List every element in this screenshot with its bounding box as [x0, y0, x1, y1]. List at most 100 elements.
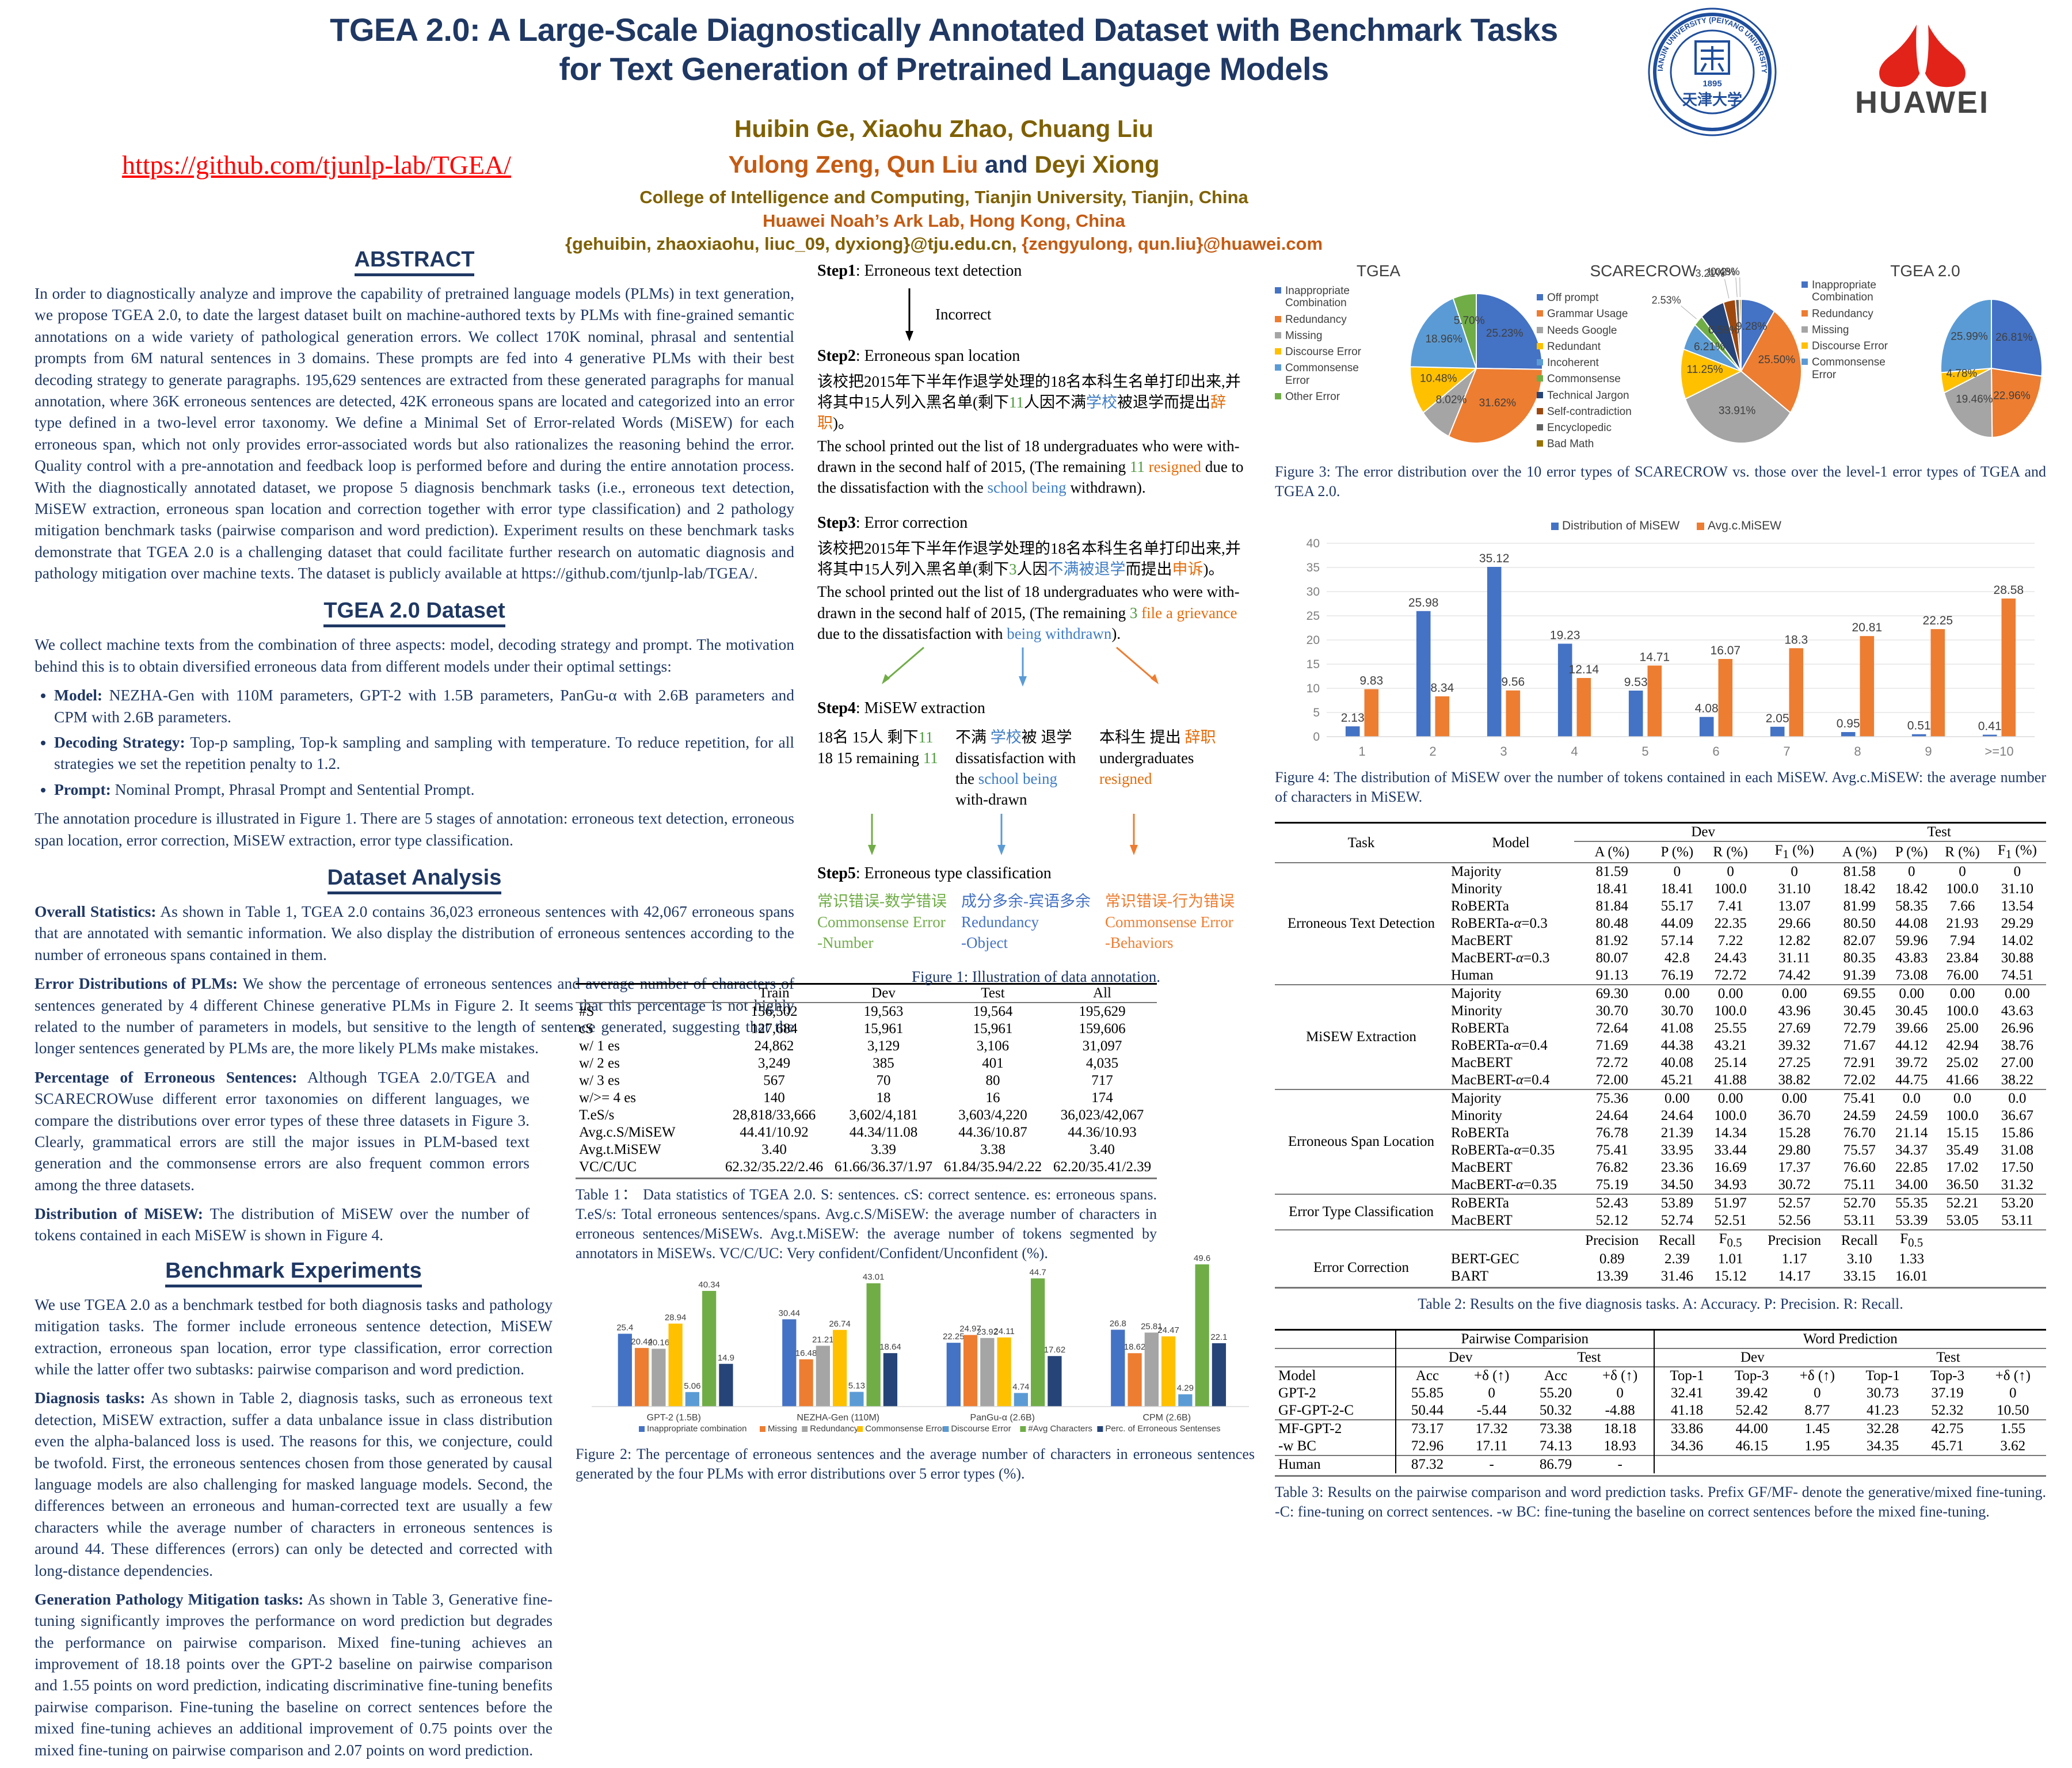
table2-cell: 69.30	[1574, 984, 1650, 1003]
bar	[1416, 611, 1431, 737]
bar-value-label: 22.25	[943, 1332, 965, 1342]
table-row: MacBERT 52.12 52.74 52.51 52.56 53.11 53.39 53.…	[1275, 1212, 2046, 1230]
table1-caption: Table 1： Data statistics of TGEA 2.0. S:…	[576, 1186, 1157, 1262]
table3-cell	[1784, 1455, 1851, 1474]
table2-cell: 0.00	[1988, 984, 2046, 1003]
table-row: w/ 3 es 567 70 80 717	[576, 1072, 1157, 1089]
table1-header-cell: All	[1048, 983, 1157, 1003]
table2-cell: 24.59	[1843, 1108, 1876, 1124]
table1-cell: cS	[579, 1021, 593, 1037]
legend-label: #Avg Characters	[1028, 1424, 1092, 1434]
table3-cell: 52.42	[1735, 1403, 1768, 1419]
pie-legend-1: Off prompt Grammar Usage Needs Google Redun…	[1537, 292, 1632, 455]
table2-cell: 52.57	[1756, 1194, 1833, 1213]
table2-cell: 76.70	[1843, 1125, 1876, 1141]
figure1-step3-chinese: 该校把2015年下半年作退学处理的18名本科生名单打印出来,并 将其中15人列入…	[817, 540, 1241, 578]
legend-swatch-icon	[1275, 364, 1281, 371]
bar	[980, 1338, 995, 1407]
legend-swatch-icon	[1801, 359, 1808, 365]
table-row: MacBERT-α=0.3 80.07 42.8 24.43 31.11 80.35 43.…	[1275, 950, 2046, 967]
table2-model-label: MacBERT-α=0.35	[1451, 1177, 1557, 1193]
x-axis-tick: 1	[1358, 744, 1365, 759]
table2-cell: 15.15	[1946, 1125, 1979, 1141]
table-row: Minority 30.70 30.70 100.0 43.96 30.45 30.45 10…	[1275, 1003, 2046, 1020]
github-link[interactable]: https://github.com/tjunlp-lab/TGEA/	[122, 150, 511, 180]
table2-cell: 81.84	[1595, 898, 1628, 915]
legend-label: Avg.c.MiSEW	[1708, 519, 1781, 532]
table2-cell: 23.36	[1660, 1160, 1693, 1176]
pie-slice-label: 0.48%	[1711, 266, 1740, 277]
table1-cell: 44.36/10.93	[1068, 1125, 1137, 1140]
table2-cell: 72.64	[1595, 1020, 1628, 1037]
table3-colheader: +δ (↑)	[1784, 1366, 1851, 1385]
table2-cell: 52.56	[1778, 1213, 1811, 1229]
table2-cell: 23.84	[1946, 950, 1979, 966]
table2-cell: 39.66	[1895, 1020, 1928, 1037]
table3-cell: 0	[1488, 1385, 1495, 1401]
table2-cell: 100.0	[1946, 1108, 1979, 1124]
x-axis-tick: GPT-2 (1.5B)	[647, 1413, 701, 1423]
table1-cell: 31,097	[1082, 1038, 1122, 1054]
table2-cell: 72.79	[1843, 1020, 1876, 1037]
table2-cell: 30.45	[1895, 1003, 1928, 1019]
table3-cell: 46.15	[1735, 1438, 1768, 1454]
table-row: T.eS/s 28,818/33,666 3,602/4,181 3,603/4,22…	[576, 1107, 1157, 1124]
legend-item: Self-contradiction	[1537, 406, 1632, 418]
authors-line-2: Yulong Zeng, Qun Liu and Deyi Xiong	[276, 151, 1612, 178]
pie-slice-label: 22.96%	[1993, 390, 2031, 402]
table1-cell: w/ 1 es	[579, 1038, 620, 1054]
table1-cell: 385	[873, 1056, 894, 1071]
table2-cell: 0.00	[1756, 984, 1833, 1003]
tianjin-university-logo-icon: TIANJIN UNIVERSITY (PEIYANG UNIVERSITY) …	[1646, 6, 1777, 136]
mitigation-results-table: Pairwise Comparision Word Prediction Dev Te…	[1275, 1329, 2046, 1477]
table2-cell: 25.14	[1714, 1055, 1747, 1071]
list-item: Prompt: Nominal Prompt, Phrasal Prompt a…	[54, 779, 794, 800]
table1-cell: 19,563	[829, 1002, 938, 1020]
misew-group-1: 18名 15人 剩下11 18 15 remaining 11	[817, 727, 955, 810]
table1-cell: 15,961	[863, 1021, 904, 1037]
table-row: MacBERT-α=0.35 75.19 34.50 34.93 30.72 75.11 3…	[1275, 1176, 2046, 1194]
x-axis-tick: CPM (2.6B)	[1142, 1413, 1191, 1423]
legend-swatch-icon	[760, 1426, 765, 1432]
table1-cell: 3.39	[871, 1142, 896, 1157]
table1-cell: 567	[763, 1073, 785, 1088]
table2-cell: 44.38	[1660, 1038, 1693, 1054]
pie-legend-2: Inappropriate Combination Redundancy Missi…	[1801, 279, 1896, 385]
bar-value-label: 0.95	[1837, 717, 1860, 730]
table1-cell: #S	[576, 1002, 719, 1020]
x-axis-tick: 2	[1429, 744, 1436, 759]
svg-text:HUAWEI: HUAWEI	[1855, 85, 1990, 120]
table-row: w/ 1 es 24,862 3,129 3,106 31,097	[576, 1038, 1157, 1055]
bar	[1161, 1336, 1176, 1407]
bar-value-label: 49.6	[1194, 1253, 1210, 1263]
table2-cell: 7.41	[1717, 898, 1743, 915]
x-axis-tick: 6	[1712, 744, 1719, 759]
bar	[1487, 566, 1502, 737]
bar-value-label: 20.16	[648, 1338, 670, 1348]
legend-label: Other Error	[1285, 390, 1340, 403]
table2-cell: 53.11	[1844, 1213, 1876, 1229]
legend-item: Redundant	[1537, 341, 1632, 353]
table2-model-label: Majority	[1448, 984, 1574, 1003]
legend-swatch-icon	[1275, 315, 1281, 322]
table2-cell: 91.13	[1595, 967, 1628, 984]
table2-model-label: RoBERTa	[1448, 1194, 1574, 1213]
table2-cell: 15.86	[2001, 1125, 2033, 1141]
legend-item: Needs Google	[1537, 325, 1632, 337]
table2-model-label: Majority	[1448, 1089, 1574, 1108]
table-row: w/ 2 es 3,249 385 401 4,035	[576, 1055, 1157, 1072]
table2-cell: 100.0	[1714, 1108, 1747, 1124]
table1-cell: 19,564	[938, 1002, 1048, 1020]
list-item: Model: NEZHA-Gen with 110M parameters, G…	[54, 684, 794, 727]
title-line-1: TGEA 2.0: A Large-Scale Diagnostically A…	[330, 12, 1558, 48]
y-axis-tick: 15	[1307, 658, 1320, 671]
table1-cell: 62.32/35.22/2.46	[725, 1159, 824, 1175]
figure1-step2-english: The school printed out the list of 18 un…	[817, 437, 1244, 496]
figure1-step5: Step5: Erroneous type classification	[817, 864, 1052, 882]
table2-model-label: Majority	[1448, 862, 1574, 881]
table2-subheader: R (%)	[1936, 841, 1989, 863]
legend-swatch-icon	[1275, 287, 1281, 294]
benchmark-heading: Benchmark Experiments	[35, 1258, 553, 1287]
table-row: #S 156,502 19,563 19,564 195,629	[576, 1002, 1157, 1020]
table2-cell: 55.17	[1660, 898, 1693, 915]
